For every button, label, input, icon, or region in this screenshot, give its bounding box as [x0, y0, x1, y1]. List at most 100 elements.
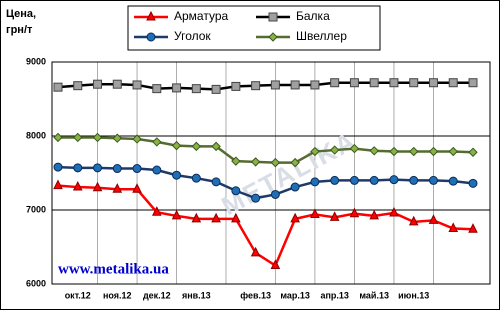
marker	[290, 182, 300, 192]
y-tick-label: 9000	[26, 56, 46, 66]
marker	[191, 141, 202, 152]
marker	[132, 80, 142, 90]
marker	[369, 175, 379, 185]
marker	[251, 193, 261, 203]
marker	[112, 164, 122, 174]
marker	[231, 81, 241, 91]
marker	[132, 164, 142, 174]
marker	[310, 208, 320, 218]
marker	[171, 209, 182, 220]
marker	[211, 84, 221, 94]
site-label: www.metalika.ua	[58, 261, 169, 277]
series-line	[57, 81, 473, 91]
marker	[409, 175, 419, 185]
marker	[409, 146, 419, 157]
marker	[211, 177, 221, 187]
marker	[251, 81, 261, 91]
marker	[468, 223, 478, 233]
marker	[53, 132, 63, 143]
marker	[349, 143, 360, 154]
legend	[127, 5, 381, 51]
marker	[191, 173, 201, 183]
marker	[349, 175, 359, 185]
marker	[231, 186, 241, 196]
x-tick-label: май.13	[359, 290, 389, 300]
marker	[428, 78, 438, 88]
marker	[448, 78, 458, 88]
x-tick-label: ноя.12	[103, 290, 132, 300]
marker	[132, 134, 142, 144]
marker	[146, 10, 156, 21]
marker	[93, 79, 103, 89]
marker	[329, 211, 340, 221]
marker	[152, 165, 162, 175]
marker	[191, 84, 201, 94]
marker	[448, 222, 459, 232]
marker	[211, 212, 221, 223]
marker	[428, 175, 438, 185]
marker	[268, 32, 278, 42]
marker	[152, 84, 162, 94]
marker	[152, 206, 162, 216]
marker	[250, 157, 261, 167]
marker	[408, 215, 419, 226]
y-tick-label: 8000	[26, 130, 46, 140]
marker	[369, 146, 379, 156]
marker	[468, 78, 478, 88]
marker	[93, 163, 103, 173]
marker	[268, 12, 278, 22]
marker	[270, 157, 281, 168]
marker	[330, 175, 340, 185]
marker	[428, 214, 439, 224]
series-line	[57, 184, 474, 268]
x-tick-label: окт.12	[65, 290, 91, 300]
marker	[172, 83, 182, 93]
marker	[171, 140, 182, 151]
marker	[191, 212, 202, 223]
marker	[73, 81, 83, 91]
marker	[72, 180, 83, 191]
marker	[112, 133, 122, 143]
x-tick-label: дек.12	[143, 290, 171, 300]
marker	[112, 183, 123, 193]
marker	[172, 170, 182, 180]
marker	[389, 78, 399, 88]
marker	[53, 82, 63, 92]
marker	[290, 80, 300, 90]
marker	[152, 137, 162, 147]
marker	[132, 183, 142, 193]
marker	[448, 176, 458, 186]
marker	[92, 181, 103, 192]
series-line	[58, 136, 474, 164]
marker	[92, 132, 103, 143]
legend-label: Балка	[296, 9, 330, 23]
marker	[290, 212, 300, 223]
legend-label: Арматура	[174, 9, 229, 23]
marker	[389, 146, 399, 157]
marker	[250, 246, 261, 257]
marker	[270, 189, 280, 199]
marker	[73, 163, 83, 173]
series-line	[57, 165, 474, 200]
marker	[468, 178, 478, 188]
plot-area	[51, 61, 491, 285]
y-axis-label: Цена,	[6, 8, 36, 20]
x-tick-label: мар.13	[280, 290, 310, 300]
marker	[409, 78, 419, 88]
marker	[146, 32, 156, 42]
marker	[310, 80, 320, 90]
y-tick-label: 7000	[26, 204, 46, 214]
x-tick-label: апр.13	[320, 290, 348, 300]
marker	[448, 146, 458, 157]
y-axis-label: грн/т	[6, 24, 33, 36]
marker	[211, 141, 221, 152]
x-tick-label: фев.13	[240, 290, 271, 300]
marker	[112, 79, 122, 89]
marker	[231, 156, 241, 166]
marker	[270, 80, 280, 90]
marker	[369, 209, 379, 220]
marker	[349, 78, 359, 88]
marker	[389, 175, 399, 185]
marker	[428, 146, 439, 157]
